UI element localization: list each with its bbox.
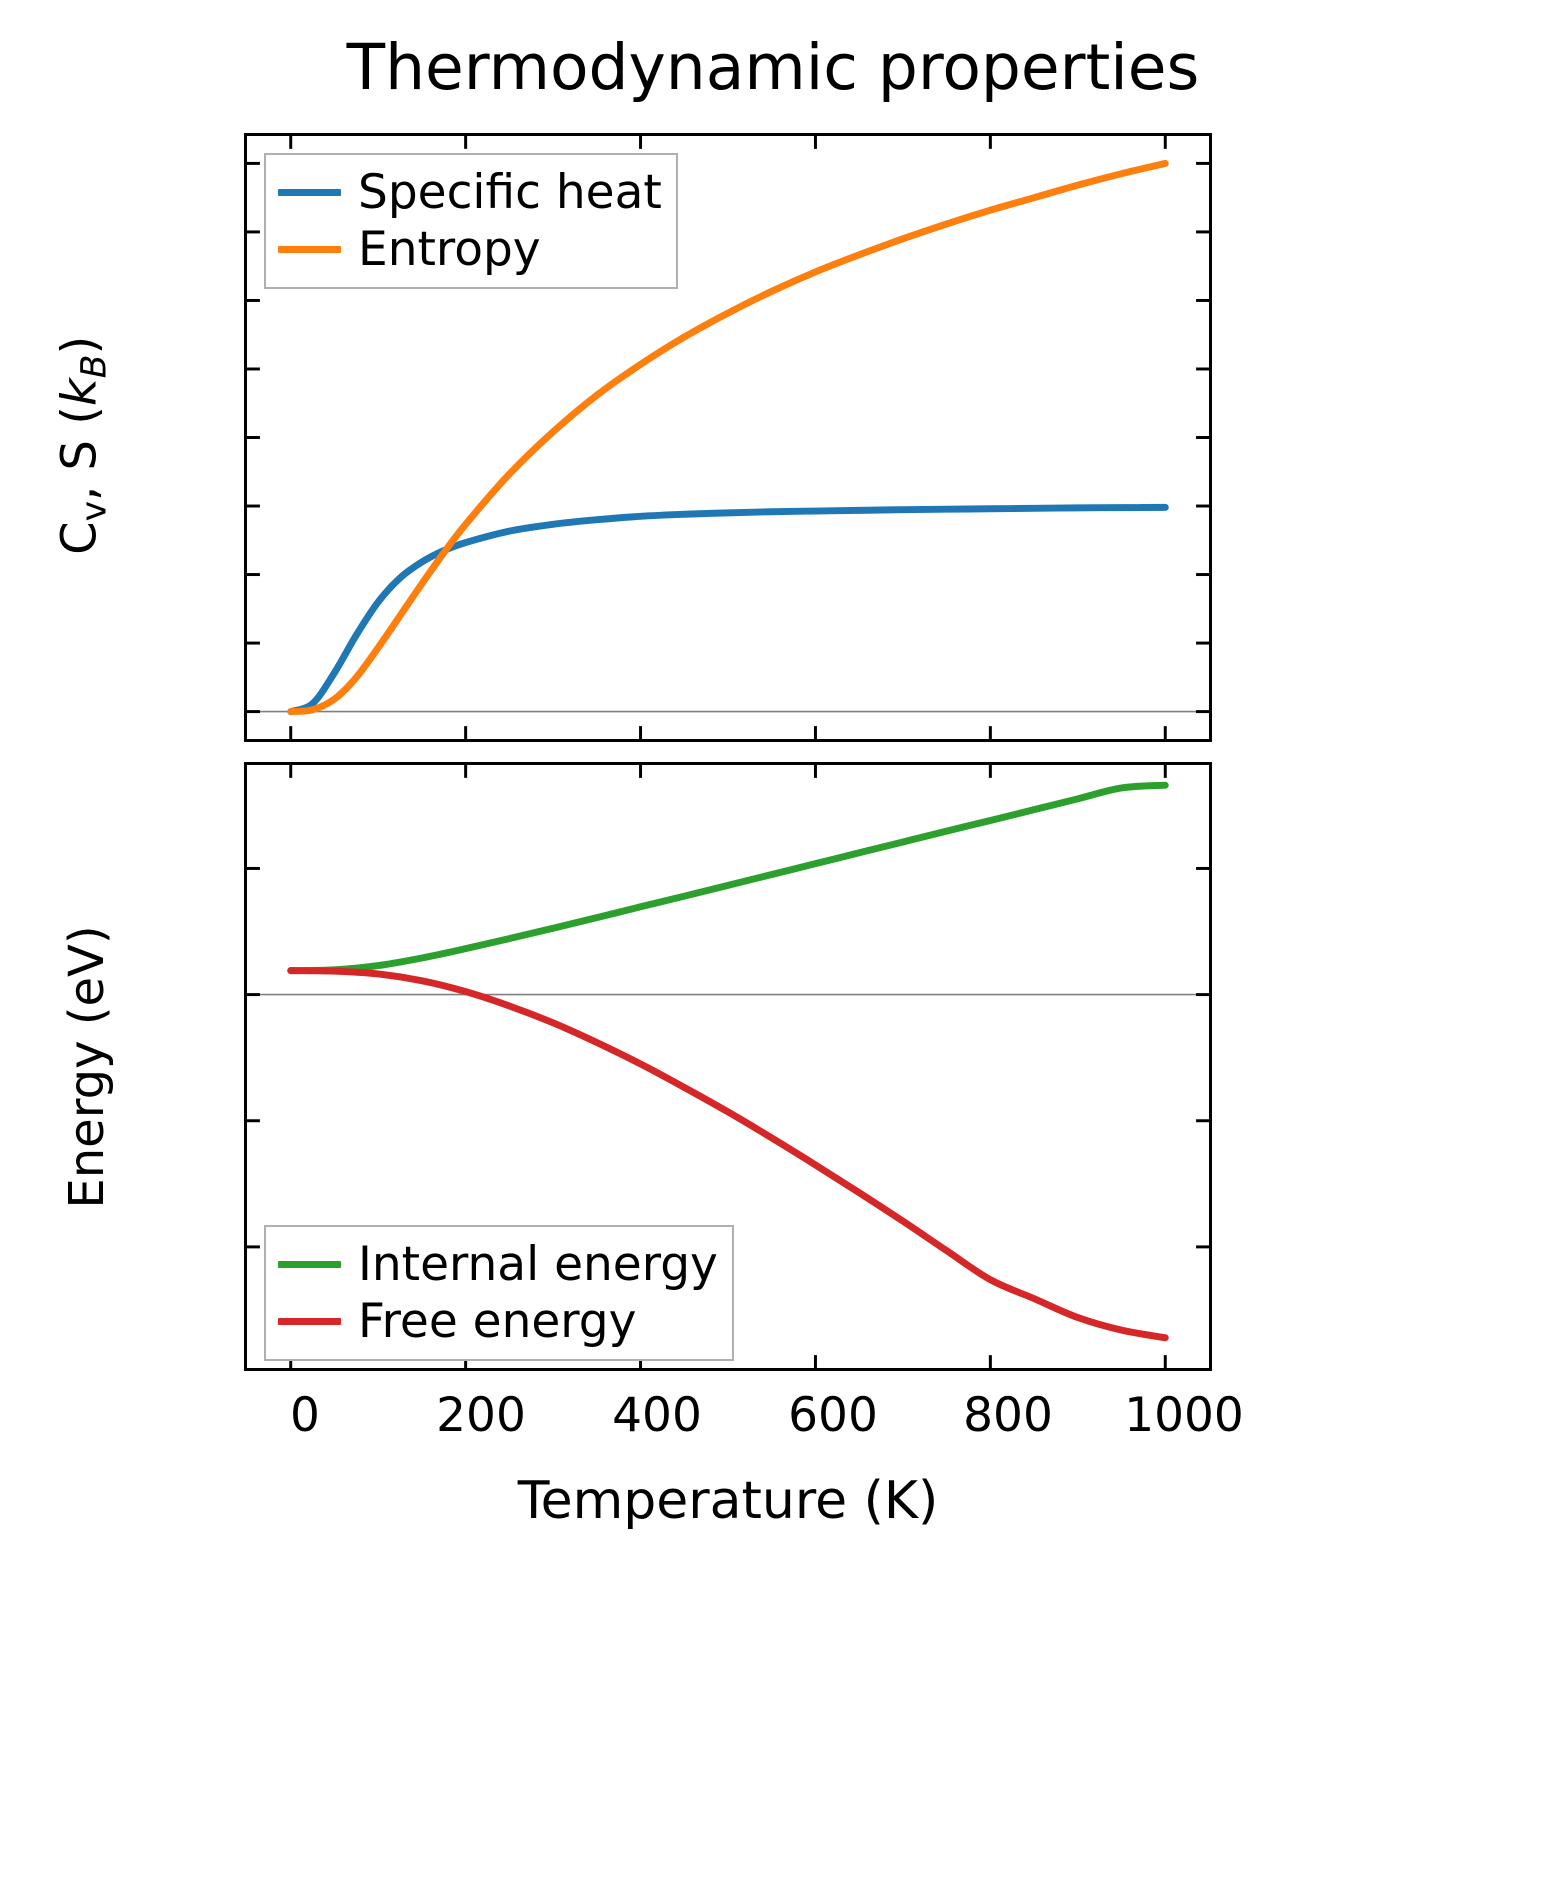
legend-swatch-internal-energy <box>278 1261 341 1268</box>
legend-item-entropy[interactable]: Entropy <box>278 221 662 278</box>
xaxis-title: Temperature (K) <box>517 1471 939 1531</box>
top-panel-yaxis-title: Cv, S (kB) <box>51 235 121 655</box>
legend-item-free-energy[interactable]: Free energy <box>278 1293 718 1350</box>
legend-label-specific-heat: Specific heat <box>358 165 662 220</box>
legend-swatch-free-energy <box>278 1318 341 1325</box>
yaxis-title-text-close: ) <box>51 335 108 355</box>
figure-title: Thermodynamic properties <box>346 31 1200 104</box>
legend-item-specific-heat[interactable]: Specific heat <box>278 164 662 221</box>
legend-label-entropy: Entropy <box>358 222 541 277</box>
legend-swatch-entropy <box>278 246 341 253</box>
bottom-panel-legend: Internal energy Free energy <box>264 1225 734 1361</box>
xtick-label-0: 0 <box>290 1388 320 1443</box>
legend-label-internal-energy: Internal energy <box>358 1237 718 1292</box>
yaxis-title-text-cv: C <box>51 521 108 555</box>
bottom-panel-plot-area <box>247 765 1209 1368</box>
xtick-label-1000: 1000 <box>1124 1388 1244 1443</box>
xtick-label-600: 600 <box>788 1388 878 1443</box>
yaxis-title-sub-b: B <box>74 354 115 379</box>
xtick-label-800: 800 <box>963 1388 1053 1443</box>
yaxis-title-text-k: k <box>51 378 108 406</box>
bottom-panel-yaxis-title: Energy (eV) <box>59 925 115 1209</box>
xtick-label-200: 200 <box>436 1388 526 1443</box>
yaxis-title-text-s: , S ( <box>51 405 108 501</box>
top-panel-legend: Specific heat Entropy <box>264 153 678 289</box>
yaxis-title-sub-v: v <box>74 500 115 522</box>
legend-swatch-specific-heat <box>278 189 341 196</box>
legend-item-internal-energy[interactable]: Internal energy <box>278 1236 718 1293</box>
xtick-label-400: 400 <box>612 1388 702 1443</box>
legend-label-free-energy: Free energy <box>358 1294 637 1349</box>
top-panel-plot-area <box>247 136 1209 739</box>
